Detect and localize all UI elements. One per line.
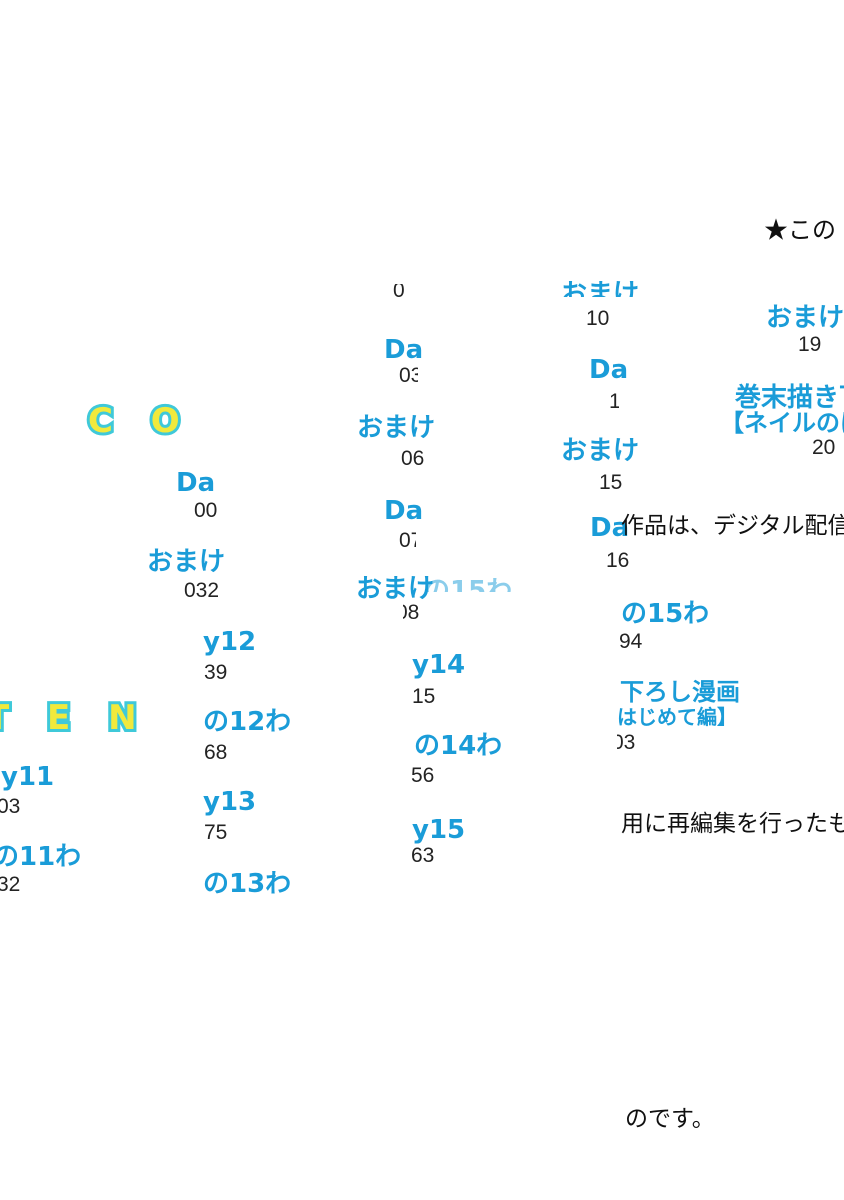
contents-title-left-outline: C O N T E bbox=[86, 399, 193, 445]
toc-entry-omake12: の12わ bbox=[203, 707, 292, 737]
toc-entry-day-mid1: Da bbox=[384, 335, 424, 365]
toc-page-number: 15 bbox=[412, 685, 436, 708]
toc-page-clip: 19 bbox=[798, 334, 821, 358]
toc-entry-day-right1: Da bbox=[589, 355, 629, 385]
toc-page-clip: 32 bbox=[0, 874, 29, 892]
toc-page-number: 11 bbox=[609, 391, 619, 413]
toc-entry-omake13: の13わ bbox=[203, 871, 295, 897]
toc-entry-ghost-overlap: の15わ bbox=[424, 578, 536, 592]
contents-title-right-fill: T E N T S bbox=[0, 698, 150, 738]
toc-page-number: 20 bbox=[812, 436, 836, 459]
note-line3: のです。 bbox=[625, 1106, 715, 1131]
toc-entry-omake-right1: おまけ bbox=[561, 436, 640, 466]
toc-page-clip: 15 bbox=[599, 472, 624, 496]
toc-entry-omake11: の11わ bbox=[0, 842, 82, 872]
contents-title-right-outline: T E N T S bbox=[0, 696, 150, 742]
toc-entry-omake-mid2-text: おまけ bbox=[356, 576, 435, 601]
toc-page-number: 32 bbox=[0, 874, 21, 892]
toc-entry-omake-right-top-text: おまけ bbox=[561, 281, 640, 297]
toc-page-number: 07 bbox=[399, 530, 416, 552]
toc-entry-day11: y11 bbox=[1, 762, 55, 792]
note-line2: 用に再編集を行ったも bbox=[621, 811, 844, 836]
toc-entry-day-left: Da bbox=[176, 468, 216, 498]
toc-entry-omake-right-top: おまけ bbox=[561, 281, 647, 297]
toc-page-clip: 07 bbox=[399, 530, 416, 554]
toc-entry-kanmatsu: 巻末描き下 bbox=[735, 383, 844, 413]
toc-entry-day15: y15 bbox=[412, 815, 466, 845]
toc-page-number: 56 bbox=[411, 764, 435, 787]
toc-entry-bonus-manga-subtitle: はじめて編】 bbox=[617, 705, 737, 729]
toc-page-number: 68 bbox=[204, 741, 228, 764]
toc-page-number: 06 bbox=[401, 448, 425, 470]
toc-page-number: 03 bbox=[617, 732, 636, 754]
toc-page-number: 03 bbox=[399, 365, 418, 387]
toc-page-number: 16 bbox=[606, 550, 630, 572]
toc-page-number: 19 bbox=[798, 334, 821, 356]
toc-page-number: 63 bbox=[411, 844, 435, 867]
toc-entry-omake15: の15わ bbox=[621, 599, 710, 629]
contents-title-left: C O N T E C O N T E bbox=[86, 399, 248, 445]
toc-page-clip: 0 bbox=[393, 284, 419, 297]
toc-entry-ghost-text: の15わ bbox=[424, 578, 512, 592]
toc-page-number: 032 bbox=[184, 580, 220, 597]
toc-entry-day13: y13 bbox=[203, 787, 257, 817]
toc-page-clip: 06 bbox=[401, 448, 428, 472]
toc-entry-omake-left: おまけ bbox=[147, 547, 226, 577]
toc-page-clip: 11 bbox=[609, 391, 619, 415]
toc-page-number: 08 bbox=[403, 602, 420, 624]
toc-entry-bonus-manga: 下ろし漫画 bbox=[620, 678, 740, 706]
toc-entry-omake-mid2: おまけ bbox=[356, 576, 442, 601]
toc-page-clip: 16 bbox=[606, 550, 632, 576]
toc-page-number: 94 bbox=[619, 630, 643, 653]
toc-page-number: 15 bbox=[599, 472, 623, 494]
toc-entry-omake-mid1: おまけ bbox=[357, 413, 436, 443]
toc-page-clip: 10 bbox=[586, 308, 609, 332]
toc-entry-day14: y14 bbox=[412, 650, 466, 680]
toc-entry-day-right2: Da bbox=[590, 513, 630, 543]
toc-entry-day-mid2: Da bbox=[384, 496, 424, 526]
toc-entry-omake13-text: の13わ bbox=[203, 871, 292, 897]
toc-entry-omake-far-right: おまけ bbox=[766, 303, 844, 333]
note-star: ★この bbox=[764, 218, 836, 244]
toc-page-number: 10 bbox=[586, 308, 609, 330]
toc-page-clip: 03 bbox=[399, 365, 418, 389]
contents-title-right: T E N T S T E N T S bbox=[0, 696, 164, 742]
toc-entry-day12: y12 bbox=[203, 627, 257, 657]
toc-page-clip: 00 bbox=[194, 500, 218, 524]
toc-page-number: 00 bbox=[194, 500, 218, 522]
toc-page-number: 75 bbox=[204, 821, 228, 844]
toc-page-clip: 032 bbox=[184, 580, 220, 597]
toc-page-number: 0 bbox=[393, 284, 405, 297]
toc-entry-nail-subtitle: 【ネイルのは bbox=[720, 409, 844, 437]
toc-page-number: 03 bbox=[0, 795, 21, 818]
toc-entry-omake14: の14わ bbox=[414, 731, 503, 761]
toc-page-clip: 03 bbox=[617, 732, 646, 756]
contents-title-left-fill: C O N T E bbox=[88, 401, 193, 441]
note-line1: 作品は、デジタル配信 bbox=[621, 513, 844, 538]
toc-page-clip: 08 bbox=[403, 602, 431, 626]
toc-page-number: 39 bbox=[204, 661, 228, 684]
